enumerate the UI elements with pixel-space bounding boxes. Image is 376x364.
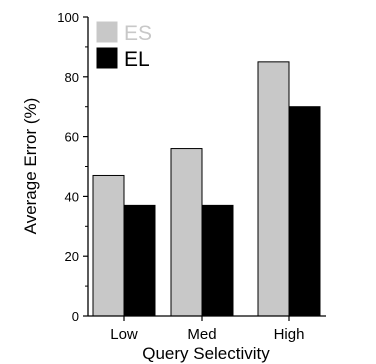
y-axis-title: Average Error (%) [21,98,40,235]
x-axis-title: Query Selectivity [142,344,270,363]
bar-el-high [288,106,321,317]
x-tick-label: Med [187,326,216,343]
x-tick-label: Low [110,326,138,343]
bar-es-high [257,61,290,317]
y-tick-label: 100 [57,10,79,25]
legend-label-es: ES [124,22,152,45]
x-axis-ticks: Low Med High [110,316,304,343]
x-tick-label: High [274,326,305,343]
y-tick-label: 40 [65,189,79,204]
bars-group [92,61,321,317]
bar-el-med [201,204,234,317]
legend: ES EL [96,21,152,71]
y-tick-label: 0 [72,309,79,324]
y-tick-label: 80 [65,70,79,85]
y-axis-ticks: 0 20 40 60 80 100 [57,10,88,324]
legend-swatch-es [96,21,118,43]
legend-swatch-el [96,47,118,69]
bar-es-med [170,148,203,317]
bar-el-low [123,204,156,317]
y-tick-label: 60 [65,130,79,145]
bar-es-low [92,174,125,317]
legend-label-el: EL [124,48,150,71]
y-tick-label: 20 [65,249,79,264]
